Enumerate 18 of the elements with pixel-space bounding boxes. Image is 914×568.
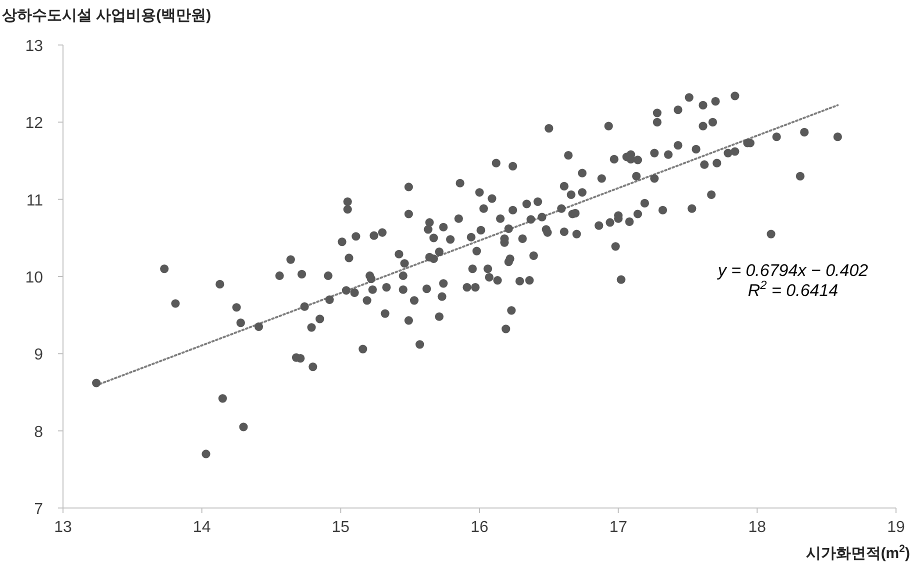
y-axis-title: 상하수도시설 사업비용(백만원)	[2, 7, 212, 24]
x-tick-label: 15	[332, 519, 350, 536]
y-tick-label: 10	[25, 270, 44, 286]
y-tick-label: 7	[34, 501, 44, 518]
x-tick-label: 13	[54, 519, 72, 536]
x-tick-label: 16	[470, 519, 488, 536]
y-tick-label: 13	[25, 38, 44, 55]
x-tick-label: 19	[887, 519, 905, 536]
y-tick-label: 8	[34, 424, 44, 441]
y-tick-label: 9	[34, 346, 44, 364]
annotation: y = 0.6794x − 0.402	[716, 261, 869, 280]
x-axis-title: 시가화면적(m$^{2}$)	[806, 543, 910, 562]
x-tick-label: 17	[609, 519, 628, 536]
annotation: R$^{2}$ = 0.6414	[748, 278, 838, 300]
x-tick-label: 14	[192, 519, 211, 536]
y-tick-label: 12	[25, 115, 44, 132]
y-tick-label: 11	[26, 192, 44, 210]
x-tick-label: 18	[748, 519, 766, 536]
